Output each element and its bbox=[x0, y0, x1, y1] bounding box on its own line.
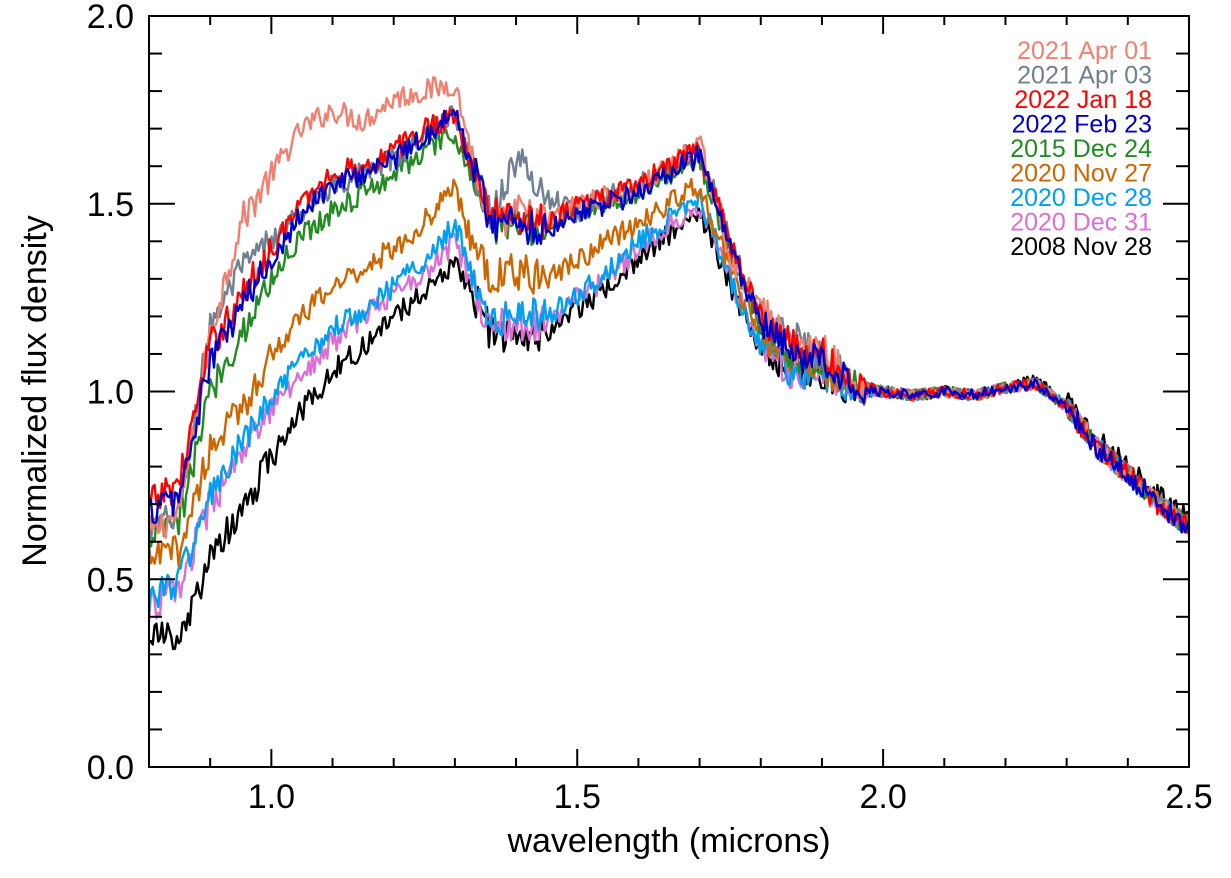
series-layer bbox=[147, 76, 1191, 651]
x-tick-label: 2.5 bbox=[1165, 778, 1212, 816]
y-tick-label: 2.0 bbox=[87, 0, 134, 36]
legend-entry: 2015 Dec 24 bbox=[1010, 135, 1152, 163]
y-tick-label: 1.5 bbox=[87, 186, 134, 224]
series-line-8 bbox=[148, 207, 1191, 651]
legend-entry: 2021 Apr 01 bbox=[1017, 37, 1152, 65]
series-line-3 bbox=[148, 109, 1191, 534]
tick-layer: 1.0 1.5 2.0 2.5 0.0 0.5 1.0 1.5 2.0 bbox=[87, 0, 1213, 816]
legend-entry: 2020 Dec 28 bbox=[1010, 184, 1152, 212]
y-tick-label: 0.0 bbox=[87, 749, 134, 787]
x-tick-label: 2.0 bbox=[859, 778, 906, 816]
legend-entry: 2020 Dec 31 bbox=[1010, 209, 1152, 237]
legend-entry: 2022 Feb 23 bbox=[1012, 111, 1152, 139]
x-tick-label: 1.0 bbox=[248, 778, 295, 816]
y-tick-label: 1.0 bbox=[87, 374, 134, 412]
legend-entry: 2021 Apr 03 bbox=[1017, 62, 1152, 90]
legend-entry: 2020 Nov 27 bbox=[1010, 160, 1152, 188]
x-axis-label: wavelength (microns) bbox=[506, 822, 830, 860]
x-tick-label: 1.5 bbox=[554, 778, 601, 816]
series-line-7 bbox=[147, 206, 1191, 623]
y-axis-label: Normalized flux density bbox=[16, 215, 54, 566]
legend-entry: 2008 Nov 28 bbox=[1010, 233, 1152, 261]
y-tick-label: 0.5 bbox=[87, 561, 134, 599]
legend-entry: 2022 Jan 18 bbox=[1014, 86, 1152, 114]
